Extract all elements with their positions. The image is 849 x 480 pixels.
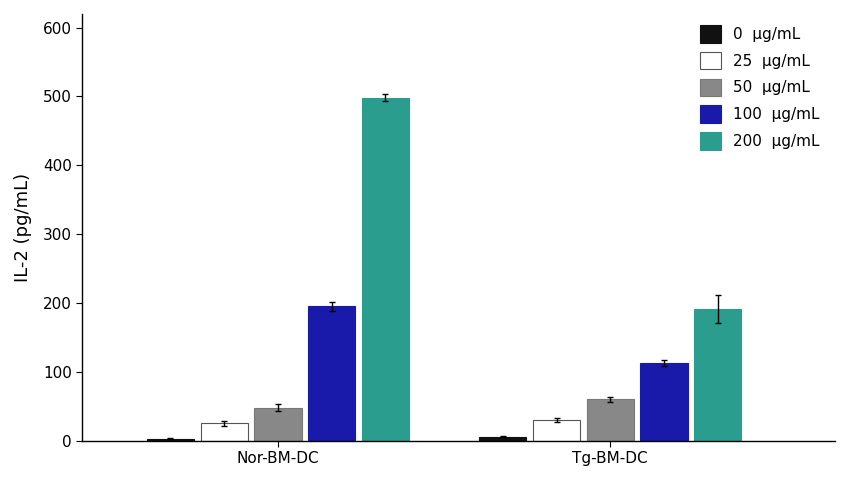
Y-axis label: IL-2 (pg/mL): IL-2 (pg/mL) [14,173,32,282]
Bar [479,437,526,441]
Bar [694,309,741,441]
Bar [533,420,580,441]
Bar [640,363,688,441]
Bar [587,399,634,441]
Bar [308,306,356,441]
Bar [147,439,194,441]
Bar [200,423,248,441]
Legend: 0  μg/mL, 25  μg/mL, 50  μg/mL, 100  μg/mL, 200  μg/mL: 0 μg/mL, 25 μg/mL, 50 μg/mL, 100 μg/mL, … [692,17,828,157]
Bar [254,408,301,441]
Bar [362,98,409,441]
